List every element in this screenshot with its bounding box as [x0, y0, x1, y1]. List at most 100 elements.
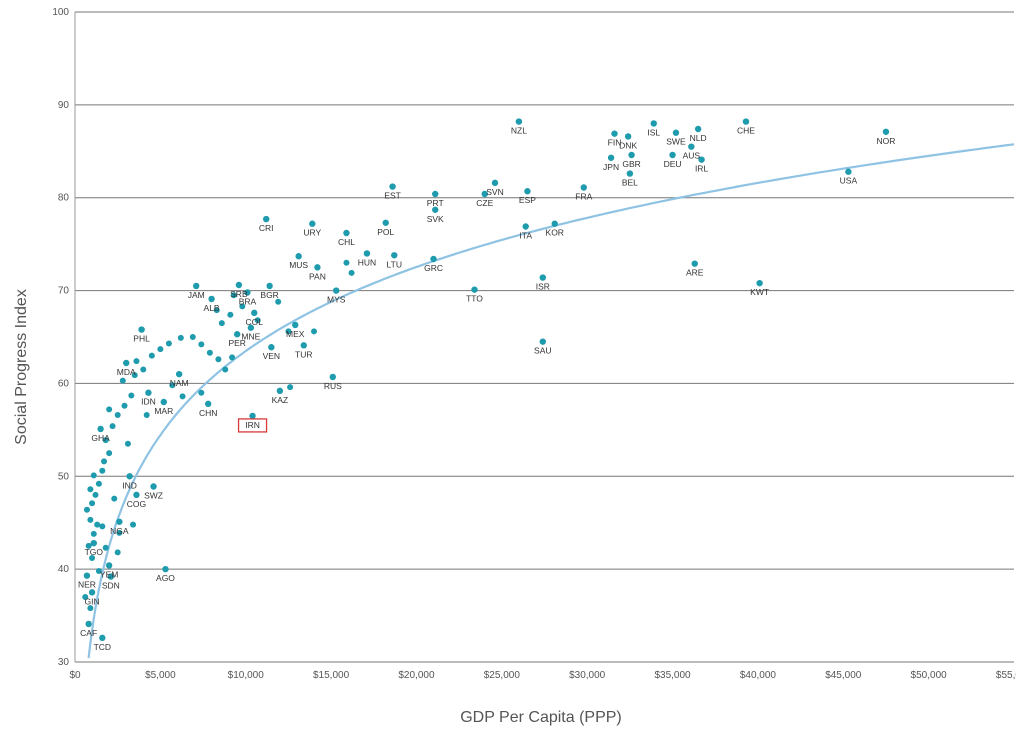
x-tick-label: $15,000 — [313, 670, 350, 681]
data-point-jam — [193, 282, 200, 290]
point-label-ltu: LTU — [387, 259, 402, 269]
point-label-prt: PRT — [427, 198, 444, 208]
point-label-bra: BRA — [239, 296, 257, 306]
data-point — [140, 366, 147, 373]
data-point — [82, 594, 89, 600]
point-label-fra: FRA — [575, 192, 592, 202]
data-point — [95, 568, 102, 574]
x-tick-label: $45,000 — [825, 670, 862, 681]
data-point-jpn — [607, 154, 615, 161]
point-label-nor: NOR — [877, 136, 896, 146]
data-point — [90, 472, 97, 479]
point-label-nga: NGA — [110, 526, 129, 536]
data-point-tcd — [99, 634, 106, 642]
data-point-fin — [611, 130, 618, 137]
point-label-bgr: BGR — [260, 290, 278, 300]
x-tick-label: $25,000 — [484, 670, 521, 681]
point-label-aus: AUS — [683, 151, 701, 161]
data-point-ltu — [391, 252, 398, 259]
data-point-ago — [162, 565, 169, 573]
data-point — [121, 402, 128, 409]
trend-layer — [87, 143, 1015, 659]
data-point-sdn — [107, 573, 115, 580]
point-label-dnk: DNK — [619, 140, 637, 150]
data-point-per — [233, 331, 241, 338]
data-point — [229, 354, 236, 361]
data-point — [131, 372, 138, 379]
data-point-che — [742, 118, 750, 125]
point-label-usa: USA — [840, 176, 858, 186]
y-tick-label: 90 — [58, 100, 70, 111]
point-label-yem: YEM — [100, 569, 118, 579]
point-label-gin: GIN — [85, 596, 100, 606]
data-point — [90, 530, 97, 537]
point-label-che: CHE — [737, 126, 755, 136]
data-point-aus — [688, 143, 695, 150]
data-point-irn — [249, 412, 256, 420]
data-point — [109, 423, 116, 430]
data-point — [116, 529, 123, 536]
point-label-grc: GRC — [424, 263, 443, 273]
point-label-swz: SWZ — [144, 491, 163, 501]
data-point — [311, 328, 318, 335]
data-point-hun — [363, 250, 371, 257]
data-point-caf — [85, 620, 92, 628]
point-label-gha: GHA — [91, 433, 110, 443]
point-label-ago: AGO — [156, 573, 175, 583]
point-label-tgo: TGO — [85, 547, 104, 557]
y-tick-label: 50 — [58, 471, 70, 482]
data-point — [157, 346, 164, 353]
data-point — [99, 523, 106, 530]
data-point-nam — [175, 370, 183, 378]
data-point-prt — [432, 190, 439, 198]
data-point — [94, 521, 101, 528]
point-label-ita: ITA — [519, 231, 532, 241]
point-label-tcd: TCD — [94, 642, 111, 652]
data-point-mda — [123, 359, 130, 367]
x-tick-label: $40,000 — [740, 670, 777, 681]
data-point — [111, 495, 118, 502]
y-axis-ticks: 30 40 50 60 70 80 90 100 — [52, 7, 69, 668]
point-label-hun: HUN — [358, 257, 376, 267]
point-label-mex: MEX — [286, 329, 305, 339]
point-label-pan: PAN — [309, 271, 326, 281]
point-label-cog: COG — [127, 499, 146, 509]
data-point-est — [389, 183, 396, 190]
data-point-phl — [138, 326, 145, 333]
data-point-rus — [329, 373, 336, 381]
data-point — [222, 366, 229, 373]
x-tick-label: $55,000 — [996, 670, 1016, 681]
data-point — [92, 491, 99, 498]
point-label-fin: FIN — [608, 138, 622, 148]
data-point-mus — [295, 253, 302, 260]
data-point-pol — [382, 219, 389, 226]
point-label-est: EST — [384, 191, 401, 201]
data-point — [165, 340, 172, 347]
x-axis-title: GDP Per Capita (PPP) — [460, 709, 622, 726]
point-label-alb: ALB — [204, 303, 220, 313]
point-label-chn: CHN — [199, 408, 217, 418]
data-point-kaz — [276, 387, 284, 395]
data-point-swz — [150, 483, 157, 490]
trend-line — [87, 143, 1015, 659]
point-label-col: COL — [246, 317, 264, 327]
y-axis-title: Social Progress Index — [13, 289, 30, 445]
data-point-mar — [160, 398, 167, 406]
x-tick-label: $0 — [69, 670, 81, 681]
data-point — [95, 480, 102, 487]
data-point — [215, 356, 222, 363]
data-point-mex — [292, 321, 299, 329]
data-point-nga — [116, 518, 123, 525]
data-point — [206, 349, 213, 356]
grid-layer — [74, 11, 1014, 663]
point-label-tur: TUR — [295, 349, 312, 359]
point-label-irl: IRL — [695, 164, 709, 174]
data-point-deu — [669, 151, 676, 159]
point-label-tto: TTO — [466, 294, 483, 304]
data-point — [218, 320, 225, 327]
data-point-ner — [83, 572, 91, 579]
point-label-kaz: KAZ — [272, 395, 289, 405]
data-point — [128, 392, 135, 399]
data-point — [130, 521, 137, 528]
data-point-ven — [268, 344, 275, 351]
